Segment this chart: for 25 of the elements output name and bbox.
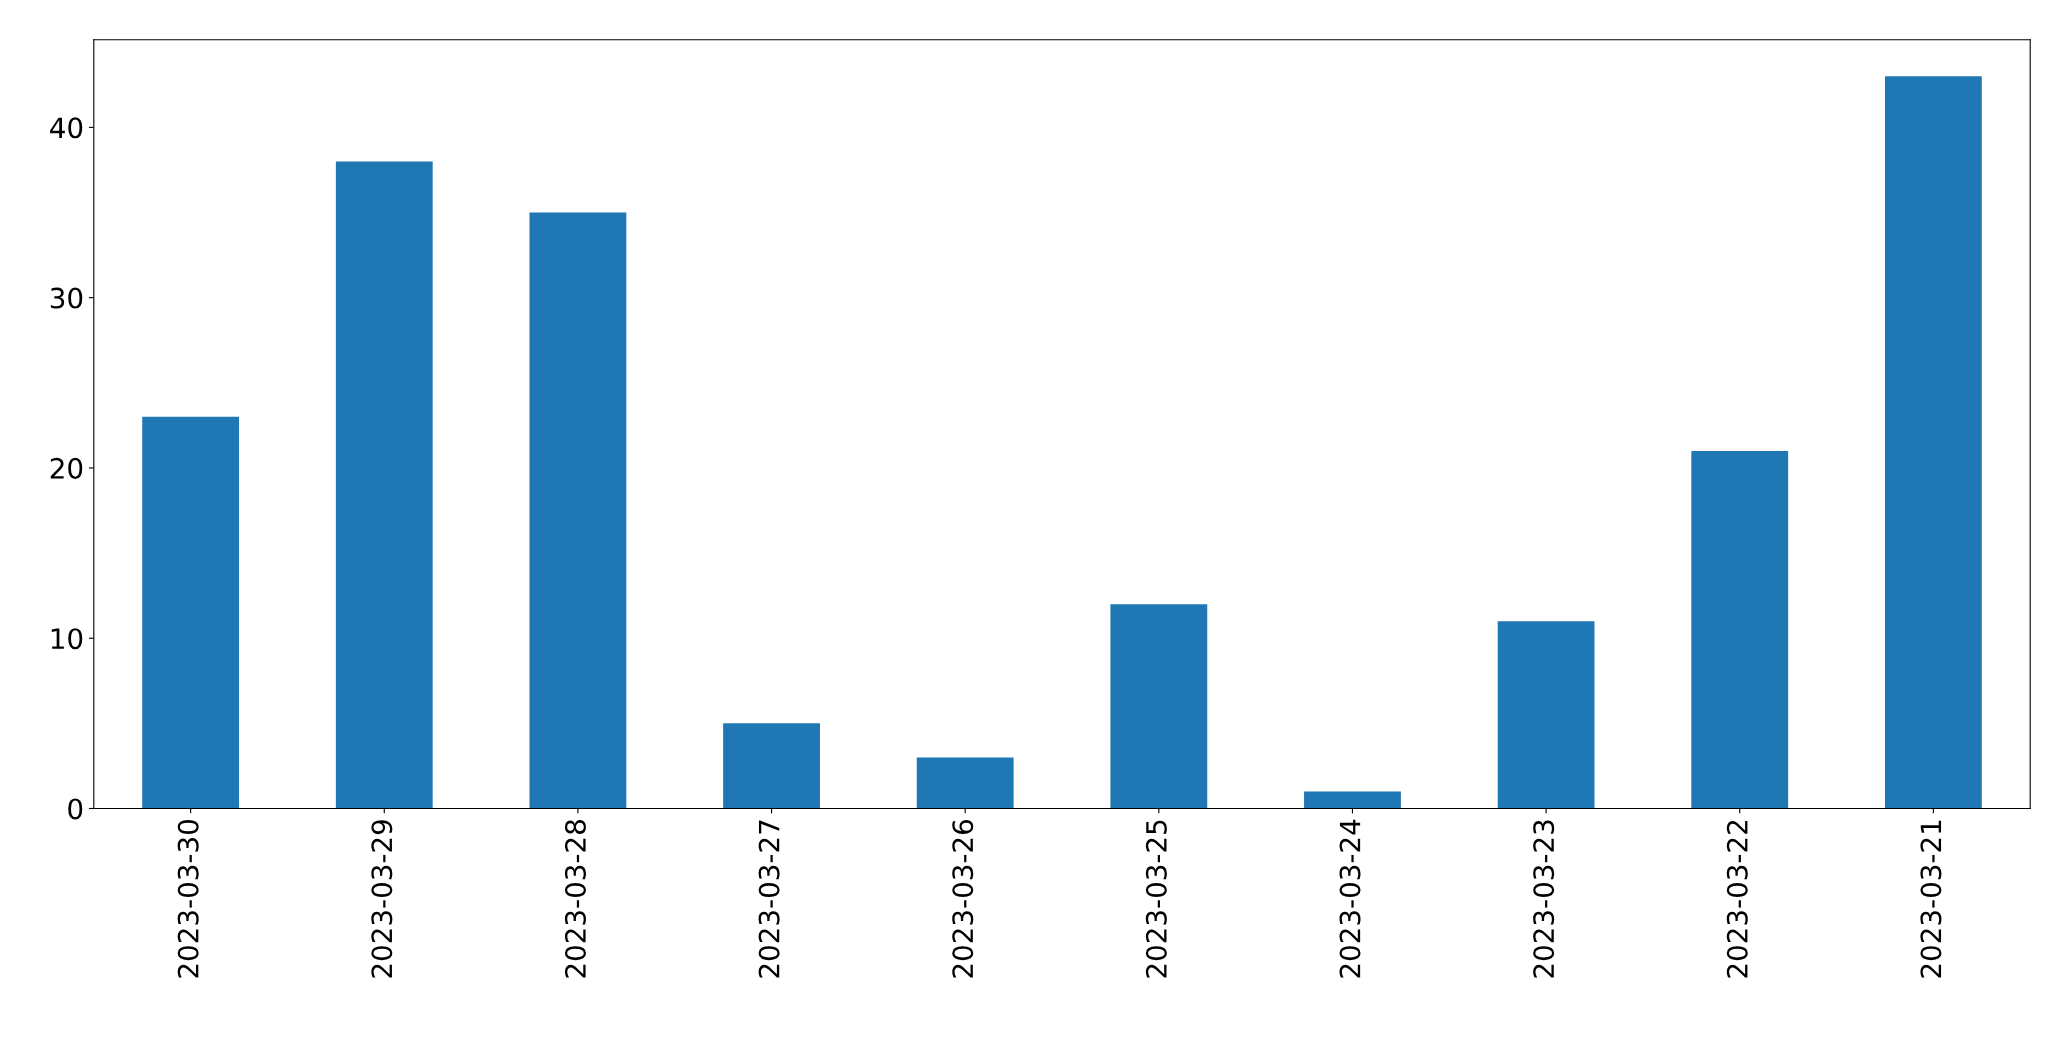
x-tick-label: 2023-03-23 bbox=[1533, 820, 1555, 978]
x-tick-label: 2023-03-22 bbox=[1726, 820, 1748, 978]
x-tick-label: 2023-03-25 bbox=[1145, 820, 1167, 978]
bar bbox=[1110, 604, 1208, 809]
x-tick-label: 2023-03-24 bbox=[1339, 819, 1361, 978]
bar bbox=[335, 161, 433, 809]
x-tick-label: 2023-03-28 bbox=[564, 820, 586, 978]
x-tick-label: 2023-03-29 bbox=[371, 820, 393, 978]
bar bbox=[1691, 450, 1789, 809]
x-tick-label: 2023-03-21 bbox=[1920, 820, 1942, 978]
y-tick-label: 0 bbox=[68, 798, 83, 820]
x-tick-label: 2023-03-26 bbox=[952, 819, 974, 978]
bar bbox=[1304, 791, 1401, 809]
y-tick-label: 30 bbox=[50, 287, 83, 309]
y-tick-label: 40 bbox=[50, 117, 83, 139]
x-tick-label: 2023-03-30 bbox=[177, 820, 199, 978]
x-tick-label: 2023-03-27 bbox=[758, 820, 780, 978]
y-tick-label: 10 bbox=[51, 628, 83, 650]
bar bbox=[916, 757, 1014, 809]
bar bbox=[142, 416, 240, 809]
bar bbox=[1497, 621, 1595, 809]
bar bbox=[529, 212, 627, 809]
y-tick-label: 20 bbox=[50, 457, 83, 479]
bar bbox=[723, 723, 820, 809]
bar bbox=[1884, 76, 1982, 809]
